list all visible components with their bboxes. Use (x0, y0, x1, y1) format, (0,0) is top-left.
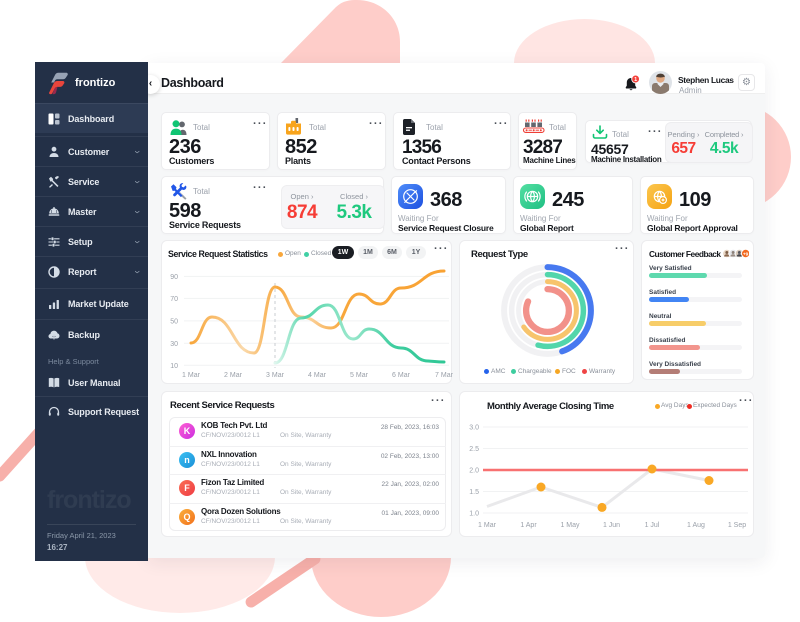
svg-text:1 May: 1 May (560, 522, 580, 529)
svg-text:1 Mar: 1 Mar (478, 522, 497, 529)
svg-text:1 Jun: 1 Jun (603, 522, 620, 529)
svg-text:6 Mar: 6 Mar (392, 372, 411, 379)
svg-text:1 Sep: 1 Sep (728, 522, 746, 529)
svg-text:90: 90 (170, 274, 178, 281)
svg-text:1 Mar: 1 Mar (182, 372, 201, 379)
svg-text:2.0: 2.0 (469, 468, 479, 475)
svg-text:30: 30 (170, 341, 178, 348)
svg-text:1.5: 1.5 (469, 489, 479, 496)
svg-text:10: 10 (170, 363, 178, 370)
svg-text:1.0: 1.0 (469, 511, 479, 518)
svg-text:4 Mar: 4 Mar (308, 372, 327, 379)
svg-text:1 Aug: 1 Aug (687, 522, 705, 529)
svg-text:50: 50 (170, 319, 178, 326)
svg-text:2 Mar: 2 Mar (224, 372, 243, 379)
svg-text:1: 1 (634, 77, 637, 83)
svg-text:2.5: 2.5 (469, 446, 479, 453)
svg-text:5 Mar: 5 Mar (350, 372, 369, 379)
svg-text:+9: +9 (743, 251, 749, 257)
svg-text:1 Jul: 1 Jul (645, 522, 660, 529)
svg-text:1 Apr: 1 Apr (520, 522, 537, 529)
svg-text:3.0: 3.0 (469, 425, 479, 432)
svg-text:7 Mar: 7 Mar (435, 372, 453, 379)
svg-text:70: 70 (170, 296, 178, 303)
svg-text:3 Mar: 3 Mar (266, 372, 285, 379)
